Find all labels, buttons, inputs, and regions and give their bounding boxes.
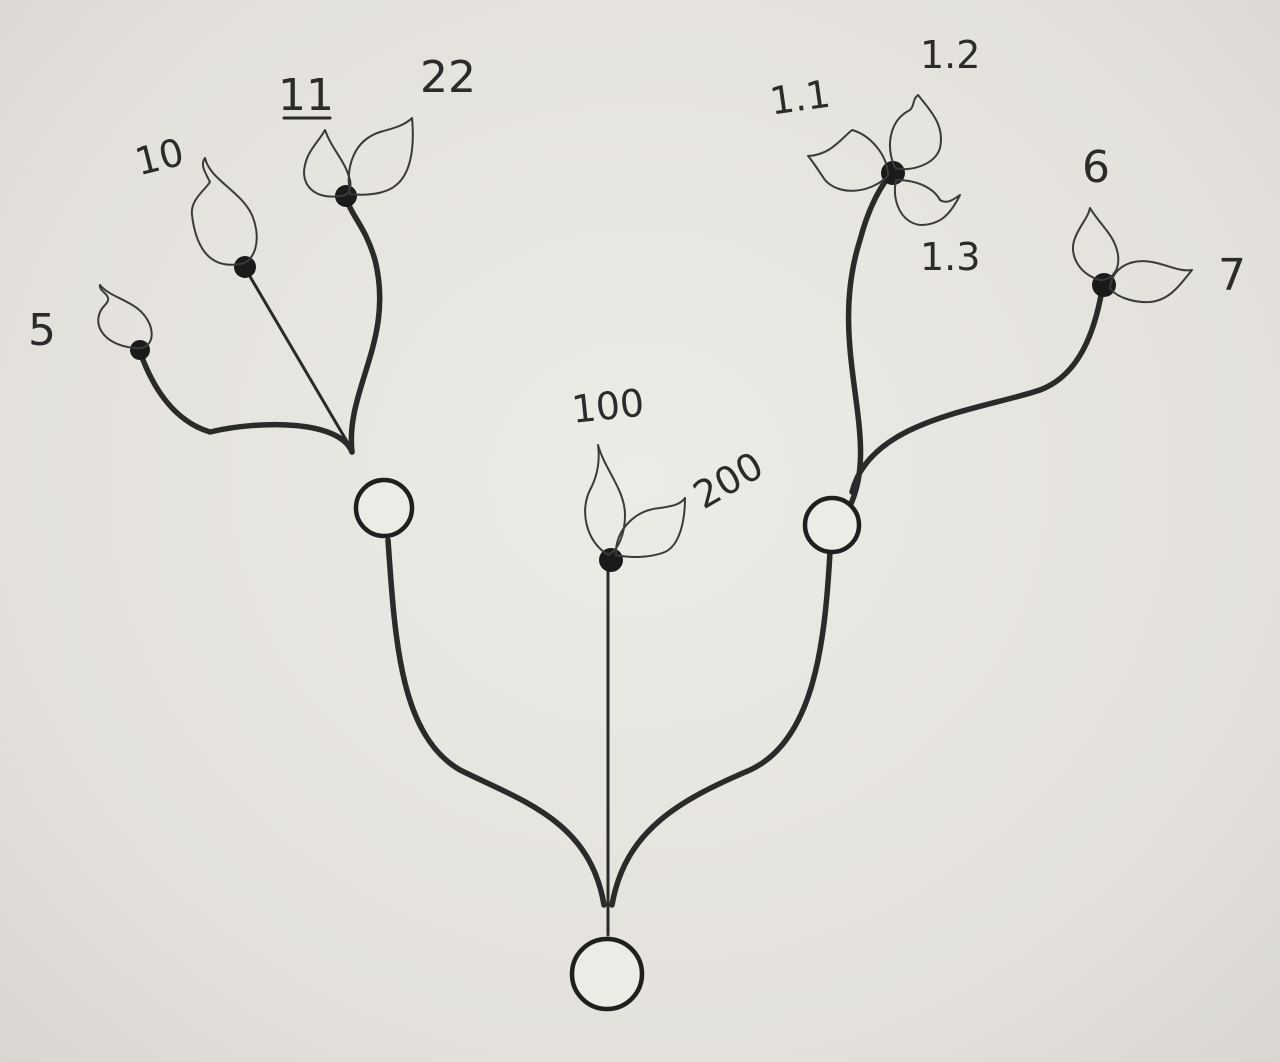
left-branch-to-10 [243,266,354,452]
label-1-2: 1.2 [920,33,980,77]
right-branch-to-6-7 [849,287,1105,495]
leaf-22-shape [347,117,414,196]
label-1-1: 1.1 [767,72,833,124]
trunk-left-branch [385,537,607,908]
leaf-6-shape [1072,207,1120,281]
label-100: 100 [570,380,647,431]
left-branch-to-11-22 [343,193,383,455]
label-6: 6 [1082,142,1110,193]
trunk-right-branch [609,549,833,908]
root-node [569,936,645,1012]
label-5: 5 [28,305,56,356]
label-10: 10 [131,130,189,184]
label-1-3: 1.3 [920,235,980,279]
label-7: 7 [1218,250,1246,301]
dot-5 [130,340,150,360]
right-branch-to-1x [845,172,893,513]
leaf-10-shape [190,157,258,266]
leaf-1-2-shape [889,94,942,170]
dot-10 [234,256,256,278]
leaf-1-3-shape [894,179,961,226]
right-node [802,495,862,555]
leaf-7-shape [1109,260,1193,304]
leaf-1-1-shape [807,129,889,192]
dot-11-22 [335,185,357,207]
label-22: 22 [420,52,476,103]
leaf-11-shape [303,129,352,198]
label-200: 200 [686,443,771,517]
leaf-5-shape [97,284,153,350]
leaf-200-shape [614,497,686,558]
label-11: 11 [278,70,334,121]
left-branch-to-5 [137,349,355,455]
left-node [353,477,415,539]
